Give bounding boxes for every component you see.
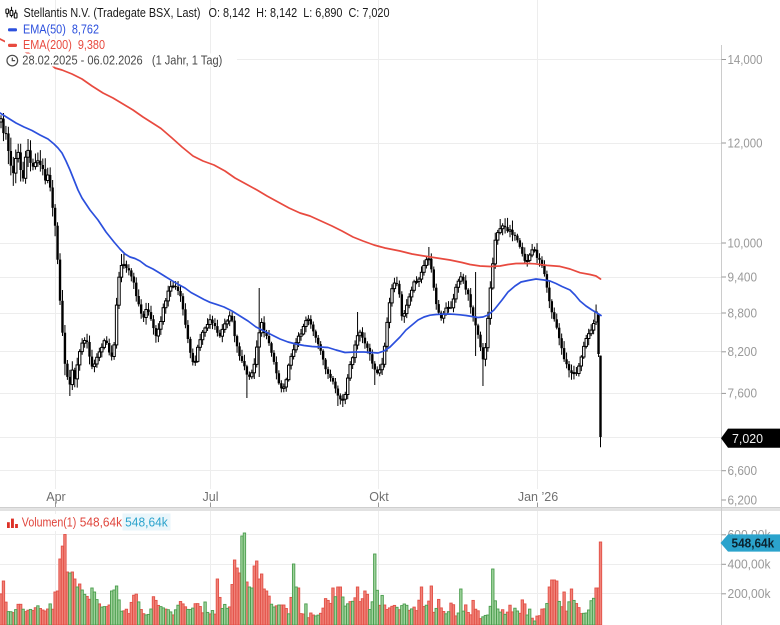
- svg-text:EMA(50) 8,762: EMA(50) 8,762: [23, 23, 99, 37]
- svg-text:Apr: Apr: [46, 490, 65, 504]
- svg-text:548,64k: 548,64k: [732, 537, 775, 551]
- svg-text:548,64k: 548,64k: [125, 516, 168, 530]
- svg-text:7,600: 7,600: [728, 387, 758, 401]
- svg-text:9,400: 9,400: [728, 270, 758, 284]
- svg-text:O: 8,142 H: 8,142 L: 6,890: O: 8,142 H: 8,142 L: 6,890 C: 7,020: [209, 6, 390, 20]
- svg-text:548,64k: 548,64k: [80, 516, 123, 530]
- svg-text:Okt: Okt: [369, 490, 389, 504]
- svg-text:8,800: 8,800: [728, 306, 758, 320]
- svg-text:8,200: 8,200: [728, 345, 758, 359]
- svg-text:10,000: 10,000: [728, 236, 763, 250]
- svg-text:200,00k: 200,00k: [728, 587, 772, 601]
- svg-text:6,600: 6,600: [728, 464, 758, 478]
- svg-text:Jan ’26: Jan ’26: [518, 490, 558, 504]
- svg-text:Jul: Jul: [203, 490, 219, 504]
- svg-text:14,000: 14,000: [728, 53, 763, 67]
- svg-text:7,020: 7,020: [732, 432, 763, 446]
- svg-text:Stellantis N.V. (Tradegate BSX: Stellantis N.V. (Tradegate BSX, Last): [24, 6, 201, 20]
- svg-text:EMA(200) 9,380: EMA(200) 9,380: [23, 38, 105, 52]
- svg-text:400,00k: 400,00k: [728, 558, 772, 572]
- svg-text:28.02.2025 - 06.02.2026 (1 J: 28.02.2025 - 06.02.2026 (1 Jahr, 1 Tag): [22, 54, 222, 68]
- svg-text:12,000: 12,000: [728, 136, 763, 150]
- svg-text:6,200: 6,200: [728, 493, 758, 507]
- svg-text:Volumen(1): Volumen(1): [22, 516, 77, 530]
